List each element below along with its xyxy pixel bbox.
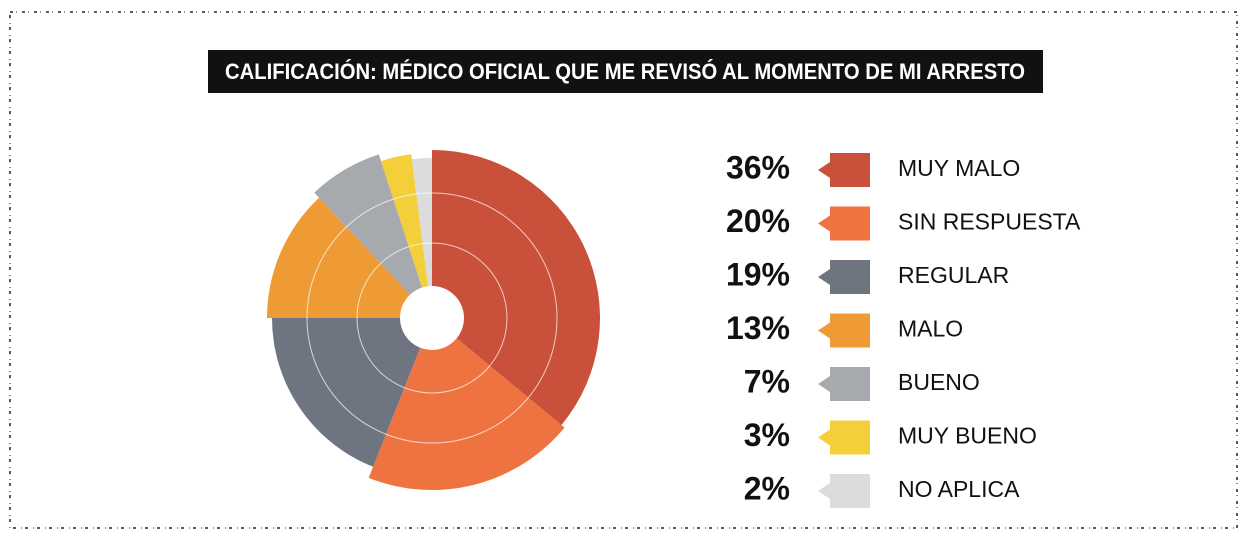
legend-pointer [818,216,830,232]
legend-label: NO APLICA [898,476,1020,502]
legend-swatch [830,153,870,187]
legend-value: 2% [744,470,790,506]
legend-swatch [830,421,870,455]
legend-swatch [830,314,870,348]
legend-pointer [818,323,830,339]
chart-title: CALIFICACIÓN: MÉDICO OFICIAL QUE ME REVI… [225,59,1025,84]
chart: CALIFICACIÓN: MÉDICO OFICIAL QUE ME REVI… [0,0,1247,535]
legend-label: MALO [898,316,963,342]
legend-swatch [830,474,870,508]
legend-pointer [818,483,830,499]
legend-pointer [818,162,830,178]
legend-label: REGULAR [898,262,1009,288]
legend-label: MUY BUENO [898,423,1037,449]
legend: 36% MUY MALO 20% SIN RESPUESTA 19% REGULAR 13%… [726,149,1081,508]
legend-swatch [830,207,870,241]
pie [267,150,600,490]
legend-label: BUENO [898,369,980,395]
legend-pointer [818,430,830,446]
legend-value: 13% [726,310,790,346]
legend-pointer [818,376,830,392]
legend-value: 36% [726,149,790,185]
legend-value: 19% [726,256,790,292]
legend-value: 7% [744,363,790,399]
legend-label: MUY MALO [898,155,1020,181]
legend-swatch [830,367,870,401]
legend-pointer [818,269,830,285]
legend-value: 3% [744,417,790,453]
legend-swatch [830,260,870,294]
legend-label: SIN RESPUESTA [898,209,1081,235]
legend-value: 20% [726,203,790,239]
